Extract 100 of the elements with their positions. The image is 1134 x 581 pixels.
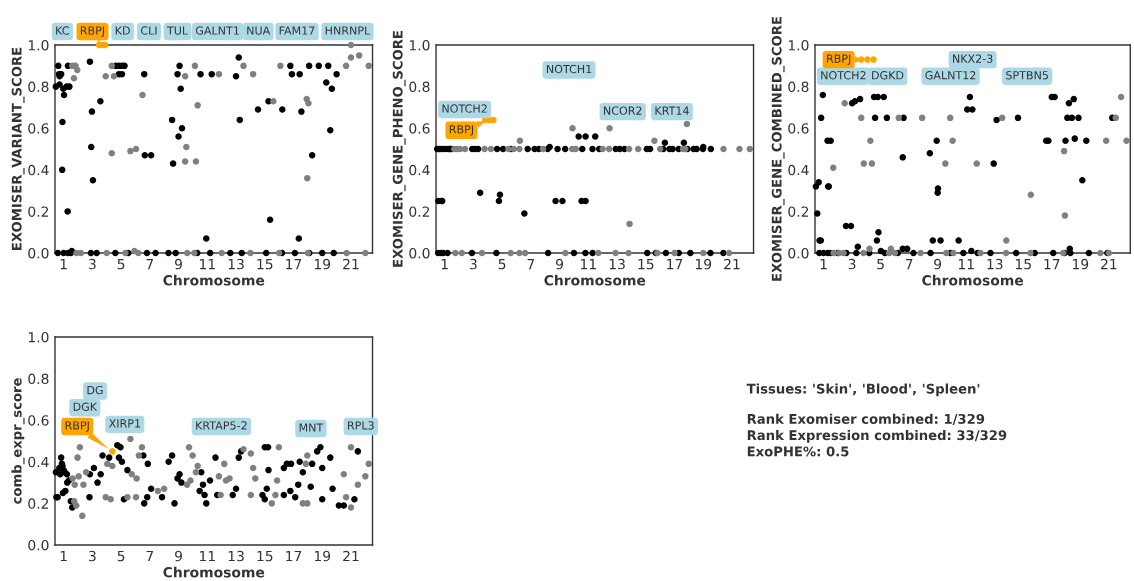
text: ExoPHE%: 0.5	[747, 446, 849, 457]
annotation: MNT	[299, 423, 324, 432]
x-tick-label: 13	[228, 258, 244, 270]
x-tick-label: 11	[199, 259, 215, 270]
y-tick-label: 0.6	[28, 123, 49, 134]
y-tick-label: 0.0	[409, 247, 430, 259]
y-tick-label: 0.4	[788, 164, 809, 176]
x-tick-label: 15	[1015, 259, 1031, 270]
y-tick-label: 0.0	[788, 247, 809, 259]
x-tick-label: 19	[695, 258, 712, 270]
annotation: DGKD	[872, 71, 904, 80]
annotation: NKX2-3	[953, 54, 993, 63]
y-axis-title: EXOMISER_GENE_PHENO_SCORE	[392, 31, 406, 267]
y-tick-label: 1.0	[409, 40, 430, 51]
x-tick-label: 21	[343, 550, 359, 562]
text: Tissues: 'Skin', 'Blood', 'Spleen'	[746, 383, 980, 397]
x-tick-label: 17	[286, 259, 302, 270]
x-tick-label: 15	[638, 259, 654, 270]
y-tick-label: 0.8	[788, 81, 809, 93]
y-tick-label: 0.8	[409, 81, 430, 93]
x-tick-label: 1	[441, 259, 448, 270]
x-tick-label: 21	[343, 258, 359, 270]
y-tick-label: 0.4	[28, 456, 49, 468]
x-tick-label: 1	[60, 259, 67, 270]
y-tick-label: 1.0	[28, 331, 49, 343]
x-tick-label: 11	[958, 259, 974, 270]
x-tick-label: 9	[175, 258, 182, 270]
x-tick-label: 21	[1101, 258, 1117, 270]
y-axis-title: EXOMISER_VARIANT_SCORE	[11, 47, 25, 250]
x-tick-label: 17	[286, 550, 302, 562]
x-tick-label: 15	[257, 550, 273, 562]
annotation: RPL3	[348, 421, 374, 430]
x-tick-label: 7	[527, 259, 535, 270]
text: CLI	[140, 26, 157, 35]
x-tick-label: 13	[987, 258, 1003, 270]
y-axis-title: comb_expr_score	[11, 378, 25, 504]
annotation: KRT14	[655, 106, 689, 115]
y-tick-label: 0.6	[788, 123, 809, 134]
annotation: NOTCH1	[546, 64, 592, 74]
text: Rank Expression combined: 33/329	[747, 429, 1007, 443]
x-axis-title: Chromosome	[163, 566, 265, 578]
x-tick-label: 1	[60, 550, 67, 562]
x-tick-label: 3	[88, 258, 96, 270]
x-axis-title: Chromosome	[163, 274, 265, 286]
x-tick-label: 9	[556, 258, 564, 270]
x-tick-label: 15	[257, 259, 273, 270]
x-tick-label: 7	[146, 550, 154, 562]
x-tick-label: 5	[498, 259, 506, 270]
y-tick-label: 0.6	[409, 123, 430, 134]
series-label: RBPJ	[80, 26, 105, 37]
x-tick-label: 11	[199, 550, 215, 562]
y-tick-label: 0.0	[28, 539, 49, 551]
text: RBPJ	[65, 421, 89, 432]
text: FAM17	[279, 26, 315, 35]
x-tick-label: 13	[228, 550, 244, 562]
text: GALNT1	[195, 26, 239, 35]
x-tick-label: 19	[1073, 258, 1089, 270]
annotation: DG	[87, 385, 103, 395]
y-axis-title: EXOMISER_GENE_COMBINED_SCORE	[771, 17, 785, 281]
x-tick-label: 19	[314, 550, 331, 562]
legend-label: RBPJ	[827, 54, 851, 65]
y-tick-label: 0.8	[28, 81, 49, 93]
y-tick-label: 0.4	[409, 164, 430, 176]
x-tick-label: 19	[314, 258, 331, 270]
y-tick-label: 0.2	[409, 206, 430, 217]
x-axis-title: Chromosome	[922, 274, 1024, 286]
x-tick-label: 5	[117, 550, 125, 562]
x-tick-label: 9	[934, 258, 942, 270]
text: HNRNPL	[325, 26, 371, 35]
x-tick-label: 5	[117, 259, 125, 270]
x-tick-label: 13	[609, 258, 625, 270]
annotation: GALNT12	[925, 71, 976, 80]
y-tick-label: 0.2	[28, 498, 49, 509]
y-tick-label: 0.8	[28, 373, 49, 385]
x-tick-label: 3	[848, 258, 856, 270]
x-tick-label: 3	[470, 258, 477, 270]
x-tick-label: 7	[146, 259, 154, 270]
x-tick-label: 11	[581, 259, 596, 270]
text: Rank Exomiser combined: 1/329	[747, 413, 985, 425]
text: TUL	[166, 26, 189, 35]
legend-label: RBPJ	[449, 125, 473, 136]
x-tick-label: 17	[1044, 259, 1060, 270]
annotation: KRTAP5-2	[196, 421, 247, 430]
y-tick-label: 0.4	[28, 164, 49, 176]
x-tick-label: 21	[724, 258, 740, 270]
annotation: NCOR2	[604, 106, 642, 115]
x-tick-label: 5	[877, 259, 884, 270]
y-tick-label: 1.0	[788, 40, 809, 51]
annotation: DGK	[73, 402, 98, 411]
text: KC	[56, 26, 69, 35]
y-tick-label: 0.6	[28, 415, 49, 426]
x-tick-label: 1	[820, 259, 827, 270]
annotation: SPTBN5	[1006, 71, 1048, 80]
y-tick-label: 0.0	[28, 247, 49, 259]
y-tick-label: 0.2	[788, 206, 809, 217]
text: KD	[115, 26, 130, 35]
annotation: XIRP1	[109, 419, 141, 428]
text: NUA	[247, 26, 271, 35]
annotation: NOTCH2	[442, 104, 487, 113]
annotation: NOTCH2	[821, 71, 866, 80]
